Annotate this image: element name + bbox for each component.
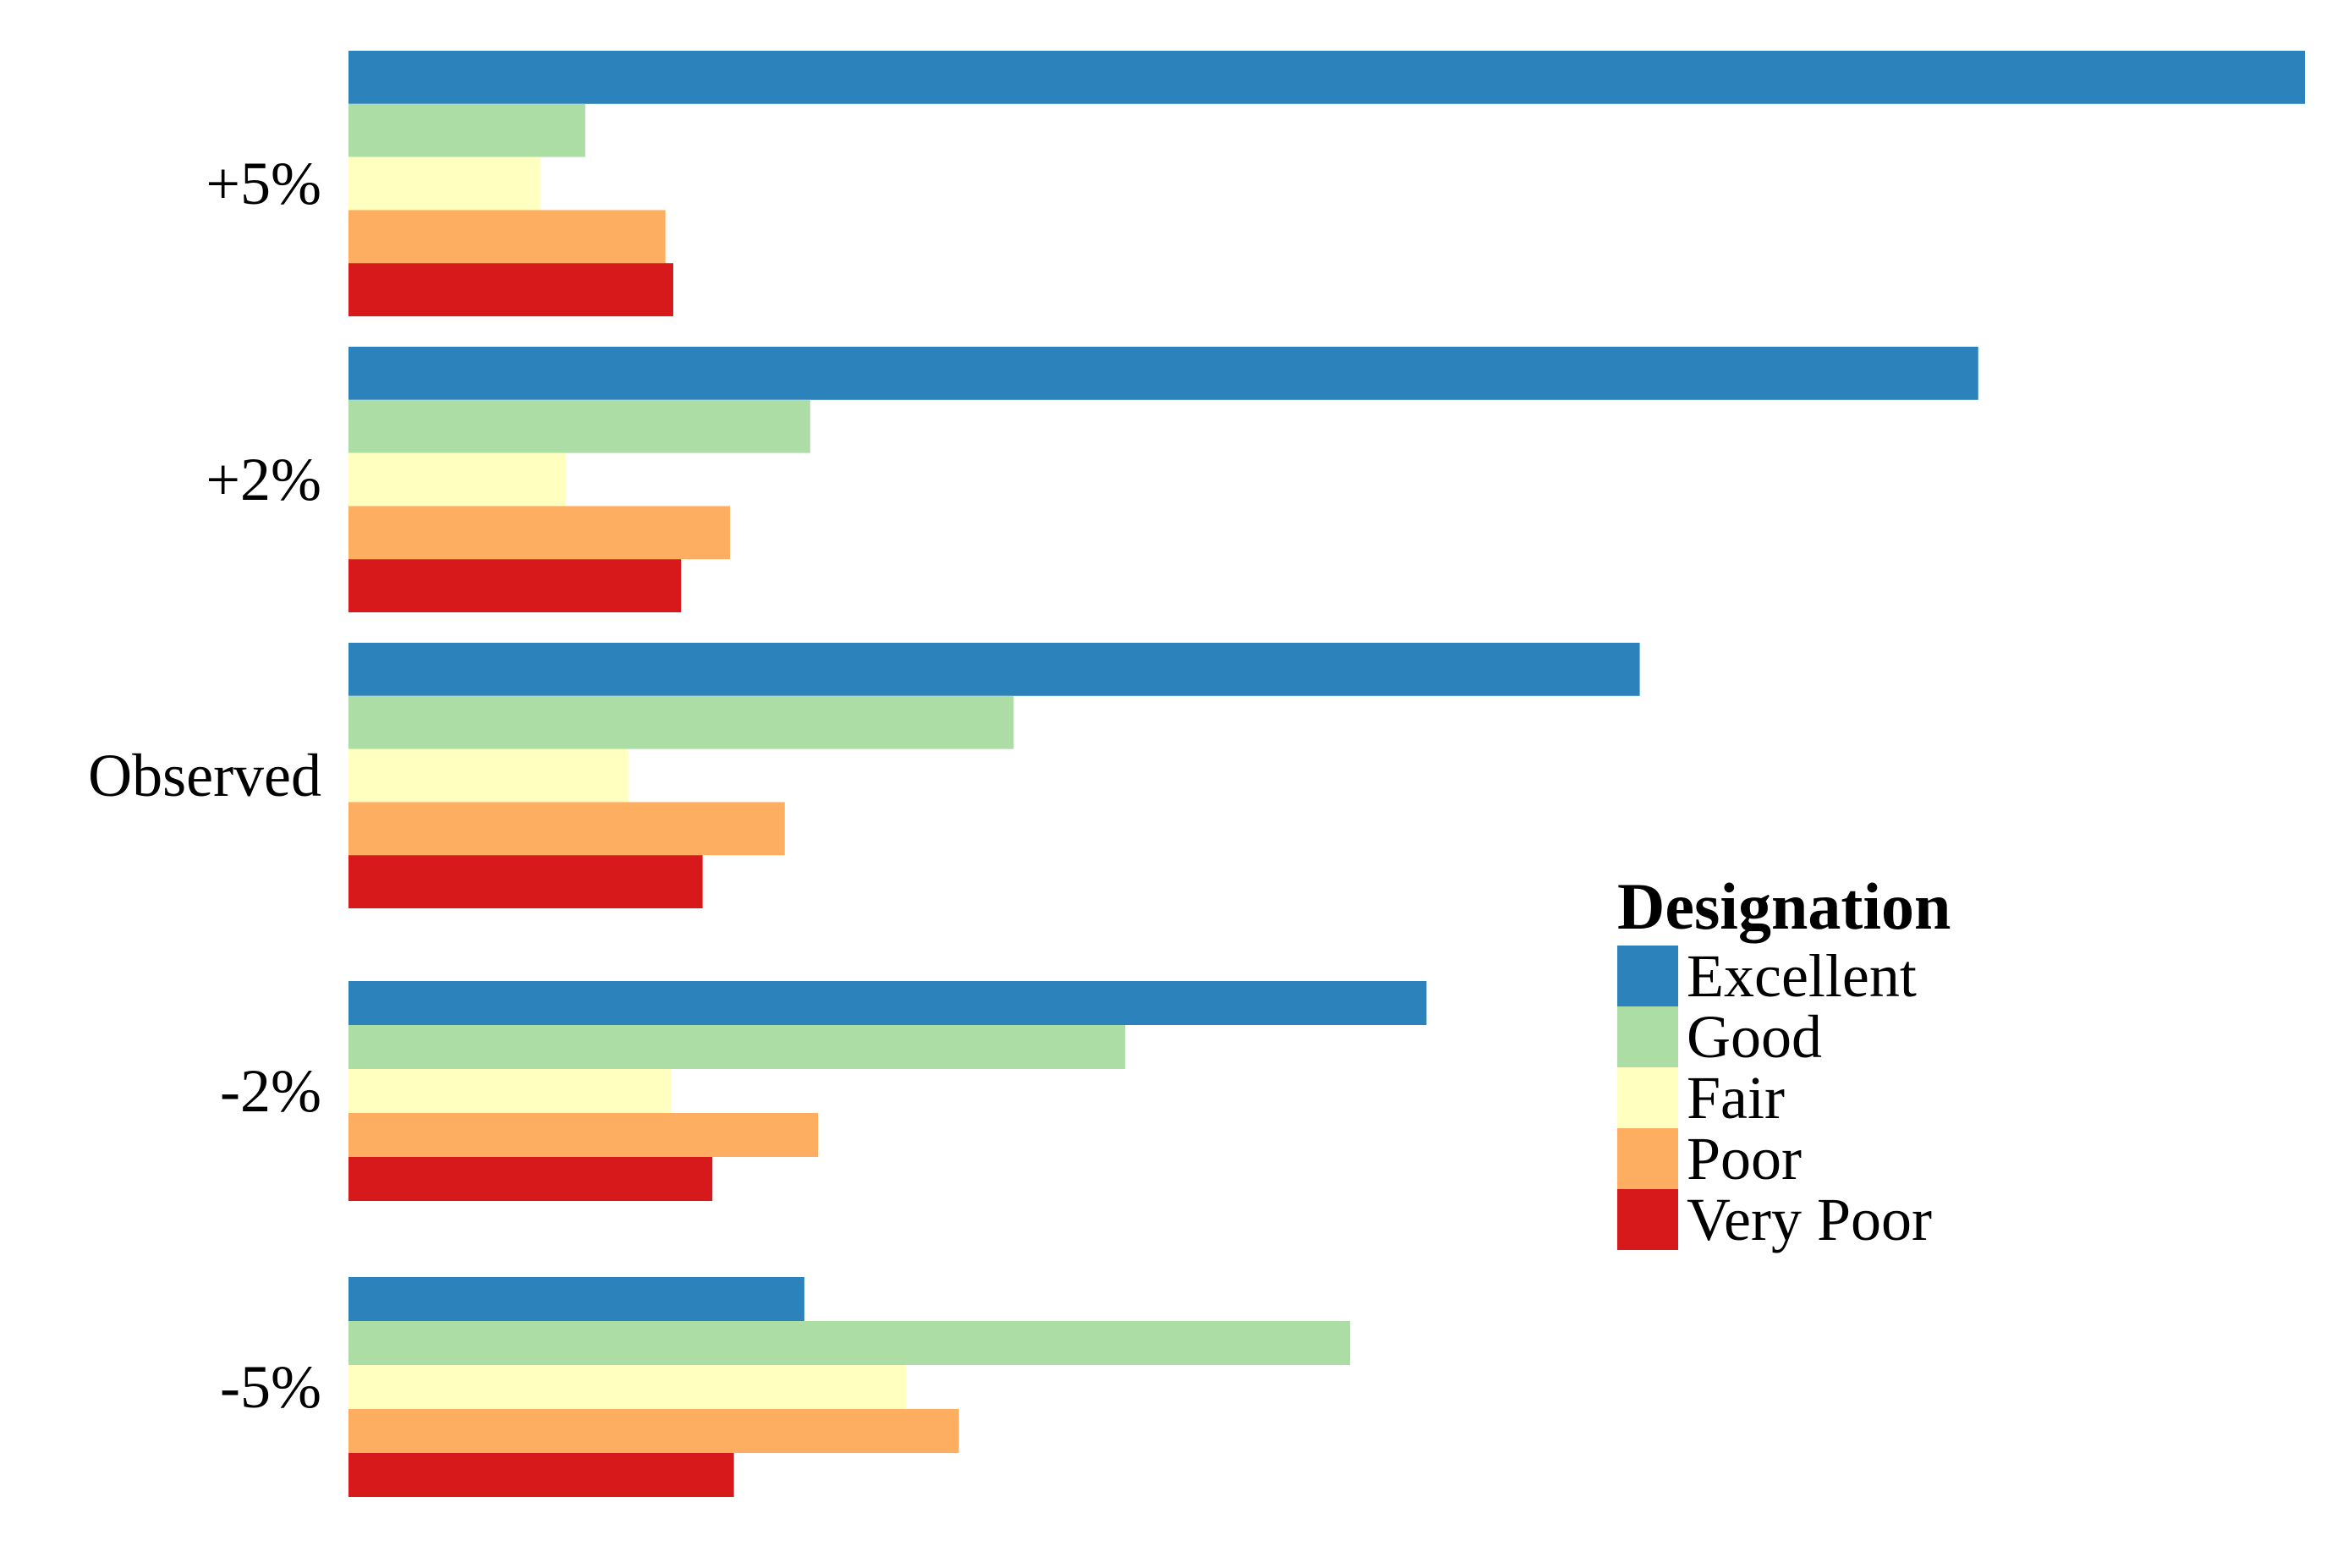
bar-2-very-poor — [348, 1157, 713, 1201]
bar-2-fair — [348, 1069, 672, 1113]
legend-swatch-fair — [1617, 1067, 1678, 1128]
category-label-2: +2% — [206, 446, 321, 513]
legend-label-very-poor: Very Poor — [1687, 1186, 1932, 1253]
bar-5-poor — [348, 210, 666, 264]
bar-5-very-poor — [348, 1453, 734, 1497]
bar-2-excellent — [348, 347, 1978, 400]
bar-2-very-poor — [348, 559, 682, 612]
category-label-observed: Observed — [88, 742, 321, 809]
legend-title: Designation — [1617, 869, 1951, 943]
category-label-5: -5% — [220, 1353, 321, 1421]
legend-label-poor: Poor — [1687, 1125, 1802, 1192]
legend-label-excellent: Excellent — [1687, 942, 1917, 1010]
category-label-5: +5% — [206, 150, 321, 217]
bar-2-excellent — [348, 981, 1427, 1025]
bar-2-good — [348, 399, 810, 453]
bar-5-good — [348, 1321, 1351, 1365]
bar-5-fair — [348, 156, 540, 211]
category-labels: +5% +2% Observed -2% -5% — [88, 150, 321, 1421]
bar-observed-excellent — [348, 643, 1640, 696]
legend-swatch-very-poor — [1617, 1189, 1678, 1250]
legend-swatch-excellent — [1617, 946, 1678, 1006]
bar-2-poor — [348, 506, 731, 560]
bar-observed-very-poor — [348, 855, 703, 908]
bar-5-excellent — [348, 1277, 804, 1321]
bar-observed-poor — [348, 802, 785, 856]
bar-observed-fair — [348, 748, 628, 803]
bars-group — [348, 51, 2305, 1497]
bar-5-poor — [348, 1409, 959, 1453]
bar-2-poor — [348, 1113, 819, 1157]
bar-5-good — [348, 103, 585, 157]
bar-2-good — [348, 1025, 1126, 1069]
legend-swatch-good — [1617, 1006, 1678, 1067]
bar-5-very-poor — [348, 263, 673, 316]
legend-swatch-poor — [1617, 1128, 1678, 1189]
legend-label-good: Good — [1687, 1003, 1822, 1071]
bar-2-fair — [348, 452, 566, 507]
legend-label-fair: Fair — [1687, 1064, 1785, 1132]
category-label-2: -2% — [220, 1057, 321, 1125]
bar-5-excellent — [348, 51, 2305, 104]
bar-observed-good — [348, 695, 1014, 749]
bar-5-fair — [348, 1365, 907, 1409]
